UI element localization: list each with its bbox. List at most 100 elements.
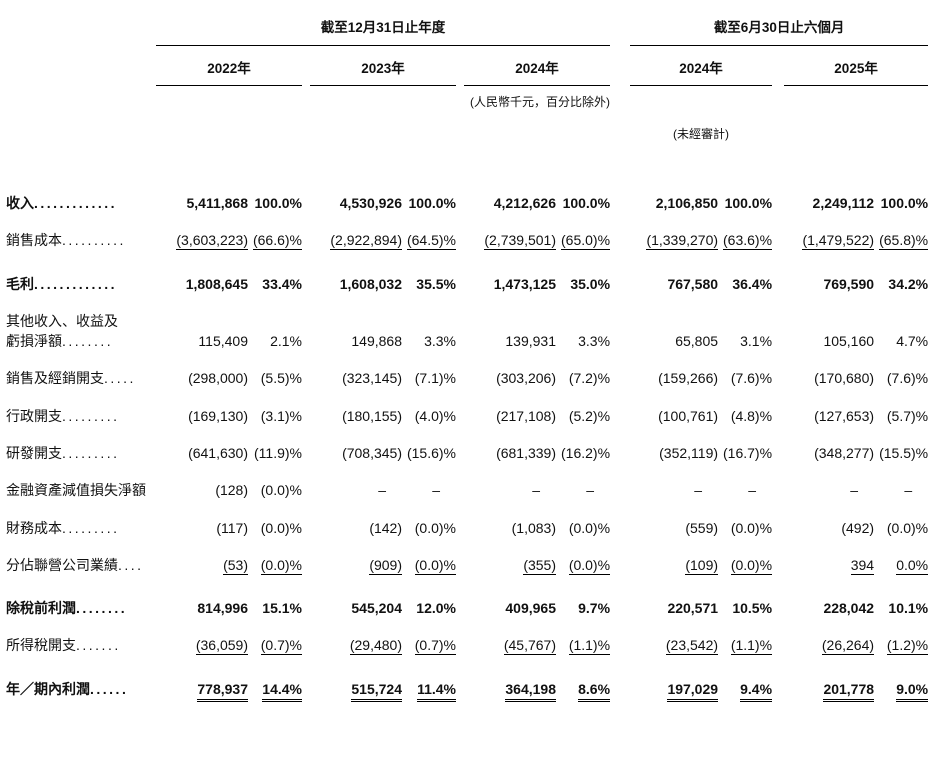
table-row: 研發開支......... (641,630) (11.9)% (708,345) (1… <box>6 435 928 472</box>
percent-value: 3.3% <box>424 333 456 350</box>
amount-value: 4,530,926 <box>339 194 402 211</box>
percent-value: (0.0)% <box>260 519 302 536</box>
amount-value: (3,603,223) <box>176 232 248 251</box>
percent-value: (0.0)% <box>730 519 773 536</box>
amount-value: (128) <box>215 482 248 499</box>
table-row: 行政開支......... (169,130) (3.1)% (180,155) (4.… <box>6 398 928 435</box>
income-statement-table: 截至12月31日止年度 截至6月30日止六個月 2022年 2023年 2024… <box>6 18 929 708</box>
percent-value: (7.6)% <box>886 370 929 387</box>
table-row: 銷售及經銷開支..... (298,000) (5.5)% (323,145) (7.1… <box>6 360 928 397</box>
row-label: 銷售成本.......... <box>6 222 156 259</box>
column-spacer <box>772 472 784 509</box>
amount-value: (1,339,270) <box>646 232 719 251</box>
column-spacer <box>302 360 310 397</box>
column-spacer <box>302 627 310 664</box>
percent-value: – <box>432 482 440 499</box>
currency-note: (人民幣千元，百分比除外) <box>470 95 611 110</box>
row-label: 金融資產減值損失淨額 <box>6 472 156 509</box>
amount-value: – <box>850 482 859 499</box>
row-label-text: 所得稅開支 <box>6 637 76 654</box>
column-spacer <box>772 222 784 259</box>
period-annual-header: 截至12月31日止年度 <box>156 18 611 46</box>
dot-leader: ......... <box>62 407 120 424</box>
amount-value: (2,739,501) <box>484 232 556 251</box>
column-spacer <box>772 510 784 547</box>
percent-value: (15.5)% <box>879 444 929 461</box>
percent-value: (0.7)% <box>414 637 456 656</box>
column-spacer <box>456 260 464 303</box>
table-row: 毛利............. 1,808,645 33.4% 1,608,032 35… <box>6 260 928 303</box>
table-row: 金融資產減值損失淨額 (128) (0.0)% – – – – – – – – <box>6 472 928 509</box>
amount-value: (127,653) <box>814 407 875 424</box>
amount-value: 149,868 <box>351 333 402 350</box>
percent-value: (0.0)% <box>414 556 456 575</box>
column-spacer <box>610 360 630 397</box>
dot-leader: ......... <box>62 444 120 461</box>
amount-value: (26,264) <box>821 637 875 656</box>
currency-note-row: (人民幣千元，百分比除外) <box>6 86 928 112</box>
column-spacer <box>772 360 784 397</box>
row-label-text: 財務成本 <box>6 519 62 536</box>
amount-value: 2,249,112 <box>812 194 875 211</box>
column-spacer <box>302 260 310 303</box>
amount-value: (36,059) <box>195 637 248 656</box>
amount-value: 767,580 <box>667 275 719 292</box>
row-label: 研發開支......... <box>6 435 156 472</box>
percent-value: 12.0% <box>416 600 456 617</box>
column-spacer <box>456 303 464 361</box>
column-spacer <box>772 627 784 664</box>
column-spacer <box>772 435 784 472</box>
percent-value: (0.0)% <box>260 482 302 499</box>
percent-value: (1.2)% <box>886 637 929 656</box>
year-header-2022: 2022年 <box>156 45 302 87</box>
column-spacer <box>456 435 464 472</box>
table-row: 其他收入、收益及 虧損淨額........ 115,409 2.1% 149,868 3… <box>6 303 928 361</box>
percent-value: (15.6)% <box>406 444 456 461</box>
dot-leader: ...... <box>90 680 129 697</box>
percent-value: (0.0)% <box>260 556 302 575</box>
percent-value: (5.5)% <box>260 370 302 387</box>
column-spacer <box>302 547 310 584</box>
table-row: 除稅前利潤........ 814,996 15.1% 545,204 12.0% 409… <box>6 584 928 627</box>
percent-value: (0.0)% <box>568 556 611 575</box>
row-label-text: 分佔聯營公司業績 <box>6 556 118 573</box>
amount-value: (681,339) <box>496 444 556 461</box>
percent-value: (0.0)% <box>886 519 929 536</box>
percent-value: 100.0% <box>880 194 929 211</box>
percent-value: (0.0)% <box>568 519 611 536</box>
percent-value: (5.2)% <box>568 407 611 424</box>
amount-value: (23,542) <box>665 637 719 656</box>
row-label: 年／期內利潤...... <box>6 665 156 708</box>
row-label-text: 收入 <box>6 194 34 211</box>
row-label-text: 金融資產減值損失淨額 <box>6 482 146 499</box>
amount-value: – <box>532 482 540 499</box>
amount-value: 1,473,125 <box>493 275 556 292</box>
dot-leader: .......... <box>62 232 126 249</box>
column-spacer <box>772 665 784 708</box>
percent-value: 9.0% <box>896 680 929 702</box>
percent-value: 100.0% <box>724 194 773 211</box>
dot-leader: ....... <box>76 637 121 654</box>
table-row: 銷售成本.......... (3,603,223) (66.6)% (2,922,8… <box>6 222 929 259</box>
column-spacer <box>772 303 784 361</box>
amount-value: (298,000) <box>188 370 248 387</box>
percent-value: 100.0% <box>254 194 302 211</box>
amount-value: (492) <box>841 519 875 536</box>
row-label-text: 銷售及經銷開支 <box>6 370 104 387</box>
percent-value: 35.5% <box>416 275 456 292</box>
amount-value: (45,767) <box>503 637 556 656</box>
column-spacer <box>772 143 784 222</box>
amount-value: 201,778 <box>823 680 875 702</box>
amount-value: (1,479,522) <box>802 232 875 251</box>
column-spacer <box>772 547 784 584</box>
column-spacer <box>772 584 784 627</box>
percent-value: 10.5% <box>732 600 773 617</box>
row-label-text: 行政開支 <box>6 407 62 424</box>
dot-leader: ............. <box>34 275 118 292</box>
unaudited-note: (未經審計) <box>673 126 730 141</box>
row-label-text: 研發開支 <box>6 444 62 461</box>
amount-value: 769,590 <box>823 275 875 292</box>
row-label-text: 其他收入、收益及 虧損淨額 <box>6 312 118 350</box>
percent-value: (1.1)% <box>568 637 611 656</box>
